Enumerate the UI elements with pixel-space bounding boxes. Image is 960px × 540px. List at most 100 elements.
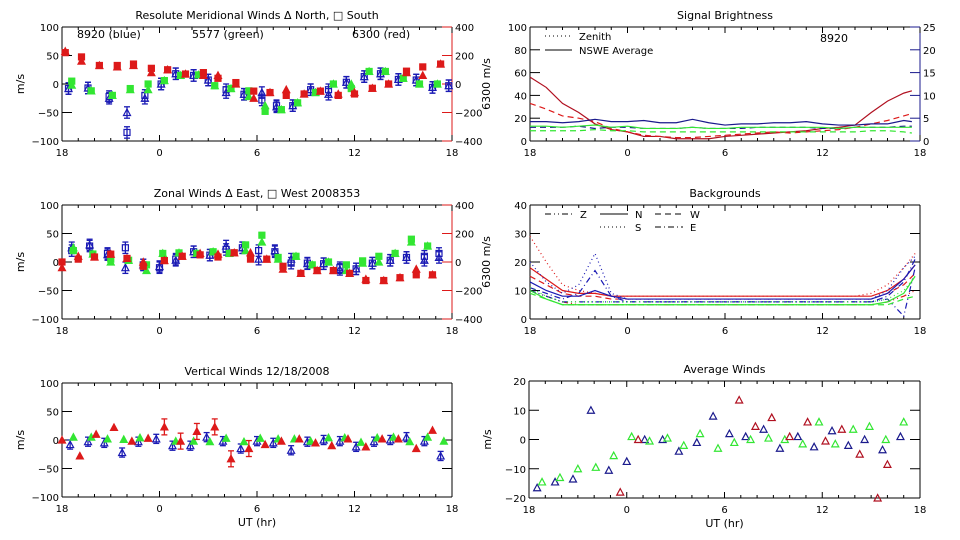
x-axis-label: UT (hr) xyxy=(238,516,276,529)
legend-label: NSWE Average xyxy=(579,46,653,57)
data-point-triangle xyxy=(385,255,395,264)
data-point-triangle xyxy=(351,264,361,273)
y-tick-label-right: −200 xyxy=(455,109,482,120)
data-point-triangle xyxy=(57,435,67,444)
y-tick-label-right: 400 xyxy=(455,201,474,212)
data-point-square xyxy=(282,91,290,100)
data-point-triangle xyxy=(398,73,408,82)
y-tick-label-right: 0 xyxy=(455,80,461,91)
data-point-triangle xyxy=(327,440,337,450)
x-tick-label: 0 xyxy=(624,148,630,159)
data-point-triangle xyxy=(873,493,883,502)
data-point-triangle xyxy=(785,431,795,441)
x-tick-label: 12 xyxy=(816,505,829,516)
data-point-triangle xyxy=(864,421,875,430)
data-point-triangle xyxy=(244,91,254,101)
data-point-triangle xyxy=(419,436,429,445)
data-point-triangle xyxy=(328,265,338,275)
chart-title: Vertical Winds 12/18/2008 xyxy=(185,365,330,378)
chart-zonal: Zonal Winds Δ East, □ West 2008353 18 0 6 12… xyxy=(14,187,493,337)
data-point-triangle xyxy=(205,436,215,446)
y-tick-label: 100 xyxy=(508,23,527,34)
x-axis-label: UT (hr) xyxy=(705,517,743,530)
data-point-triangle xyxy=(128,60,139,70)
x-tick-label: 0 xyxy=(156,504,162,515)
data-point-triangle xyxy=(434,252,444,262)
data-point-triangle xyxy=(713,443,723,452)
data-point-triangle xyxy=(436,451,446,460)
data-point-triangle xyxy=(254,254,264,263)
y-tick-label: 50 xyxy=(46,230,59,241)
y-tick-label: 60 xyxy=(514,69,527,80)
x-tick-label: 18 xyxy=(524,148,537,159)
y-tick-label: −20 xyxy=(505,494,526,505)
data-point-triangle xyxy=(349,87,360,97)
data-point-triangle xyxy=(364,66,374,76)
data-point-triangle xyxy=(310,438,321,447)
legend-label: N xyxy=(635,210,642,221)
data-point-triangle xyxy=(423,241,433,250)
data-point-triangle xyxy=(89,252,100,261)
data-point-triangle xyxy=(112,62,122,71)
annotation-blue: 8920 (blue) xyxy=(77,28,141,41)
data-point-triangle xyxy=(388,432,399,441)
data-point-triangle xyxy=(356,437,366,446)
data-point-triangle xyxy=(231,79,241,88)
data-point-triangle xyxy=(759,424,769,433)
data-point-triangle xyxy=(418,70,428,80)
x-tick-label: 18 xyxy=(914,148,927,159)
x-tick-label: 6 xyxy=(254,148,260,159)
data-point-triangle xyxy=(236,443,246,453)
data-point-triangle xyxy=(102,434,113,443)
x-tick-label: 6 xyxy=(254,504,260,515)
series-line xyxy=(530,118,912,126)
data-point-triangle xyxy=(276,104,286,114)
data-point-triangle xyxy=(107,90,117,100)
data-point-triangle xyxy=(532,482,542,492)
data-point-triangle xyxy=(122,107,132,117)
data-point-triangle xyxy=(85,240,95,249)
chart-title: Average Winds xyxy=(683,363,765,376)
data-point-triangle xyxy=(171,255,181,264)
data-point-triangle xyxy=(213,70,223,80)
legend-label: S xyxy=(635,223,641,234)
y-tick-label-right: 25 xyxy=(923,23,936,34)
data-point-triangle xyxy=(405,436,415,446)
data-point-triangle xyxy=(195,248,205,258)
y-tick-label: 50 xyxy=(46,52,59,63)
data-point-triangle xyxy=(734,395,744,404)
data-point-triangle xyxy=(741,431,751,441)
series-line xyxy=(529,252,916,300)
y-tick-label: 0 xyxy=(521,137,527,148)
data-point-triangle xyxy=(550,477,560,486)
data-point-triangle xyxy=(767,412,777,422)
data-point-triangle xyxy=(127,436,137,445)
data-point-triangle xyxy=(855,449,865,458)
data-point-triangle xyxy=(185,440,195,450)
data-point-triangle xyxy=(361,442,371,451)
data-point-triangle xyxy=(257,237,267,246)
data-point-triangle xyxy=(645,436,655,445)
data-point-triangle xyxy=(837,424,847,433)
data-point-triangle xyxy=(609,450,619,460)
y-tick-label: 10 xyxy=(513,406,526,417)
data-point-triangle xyxy=(141,265,152,275)
y-tick-label: −10 xyxy=(505,465,526,476)
data-point-square xyxy=(121,244,129,252)
y-tick-label-right: 0 xyxy=(455,258,461,269)
y-tick-label: −50 xyxy=(38,465,59,476)
data-point-triangle xyxy=(439,436,449,445)
data-point-triangle xyxy=(401,67,412,77)
data-point-triangle xyxy=(372,432,382,442)
data-point-triangle xyxy=(821,436,831,445)
data-point-triangle xyxy=(133,436,143,446)
data-point-triangle xyxy=(138,257,148,266)
data-point-triangle xyxy=(692,437,702,447)
y-tick-label-right: 10 xyxy=(923,91,936,102)
data-point-triangle xyxy=(312,265,322,275)
data-point-triangle xyxy=(390,248,400,258)
data-point-triangle xyxy=(729,437,739,447)
data-point-triangle xyxy=(293,98,303,107)
